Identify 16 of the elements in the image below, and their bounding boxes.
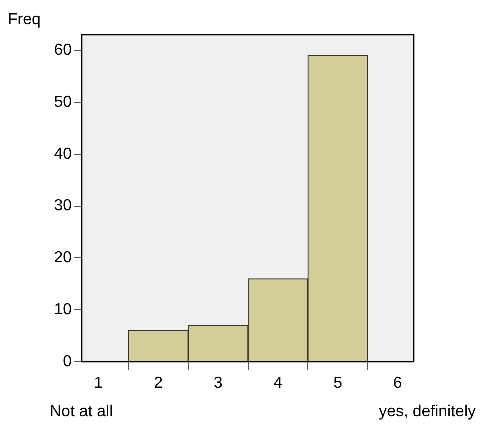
- x-tick-label: 2: [154, 375, 164, 392]
- text: yes, definitely: [379, 403, 476, 420]
- y-tick-label: 20: [54, 250, 72, 267]
- y-tick-label: 60: [54, 42, 72, 59]
- y-tick-label: 10: [54, 302, 72, 318]
- x-tick-label: 5: [334, 375, 343, 392]
- x-tick-label: 1: [94, 375, 104, 392]
- y-tick-label: 30: [54, 198, 72, 215]
- y-tick-label: 0: [63, 353, 72, 370]
- x-tick-label: 3: [214, 375, 223, 392]
- y-axis-title: Freq: [8, 11, 41, 28]
- y-tick-label: 50: [54, 94, 72, 111]
- x-tick-label: 6: [393, 375, 402, 392]
- y-tick-label: 40: [54, 146, 72, 163]
- x-tick-label: 4: [274, 375, 283, 392]
- text: Not at all: [50, 403, 114, 420]
